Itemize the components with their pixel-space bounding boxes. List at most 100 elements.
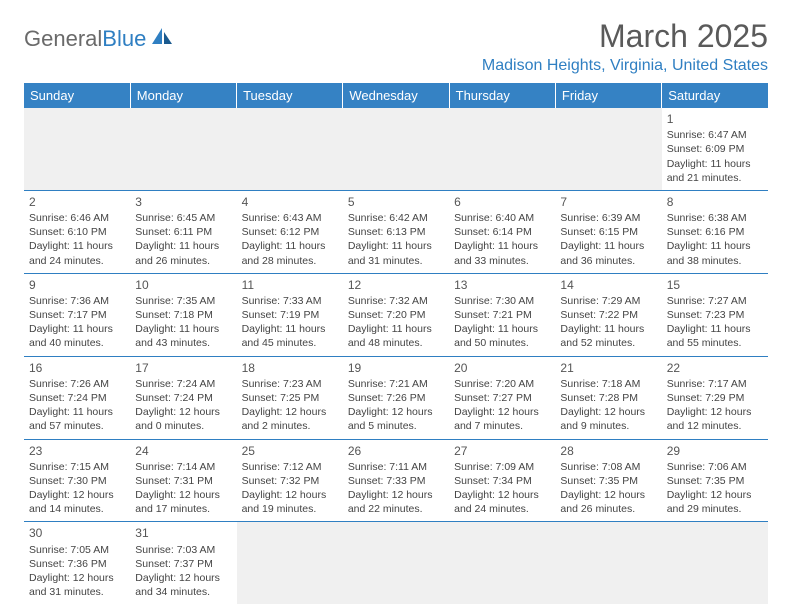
sunrise-text: Sunrise: 6:47 AM [667,128,763,142]
sunset-text: Sunset: 6:16 PM [667,225,763,239]
day-number: 27 [454,443,550,459]
day-number: 25 [242,443,338,459]
daylight-text: Daylight: 11 hours and 48 minutes. [348,322,444,350]
sunset-text: Sunset: 7:35 PM [667,474,763,488]
day-cell: 10Sunrise: 7:35 AMSunset: 7:18 PMDayligh… [130,273,236,356]
daylight-text: Daylight: 11 hours and 55 minutes. [667,322,763,350]
day-cell: 30Sunrise: 7:05 AMSunset: 7:36 PMDayligh… [24,522,130,604]
calendar-row: 30Sunrise: 7:05 AMSunset: 7:36 PMDayligh… [24,522,768,604]
day-number: 22 [667,360,763,376]
sunrise-text: Sunrise: 6:42 AM [348,211,444,225]
calendar-row: 9Sunrise: 7:36 AMSunset: 7:17 PMDaylight… [24,273,768,356]
sail-icon [150,26,176,52]
header: GeneralBlue March 2025 Madison Heights, … [24,18,768,75]
daylight-text: Daylight: 11 hours and 38 minutes. [667,239,763,267]
day-number: 20 [454,360,550,376]
sunrise-text: Sunrise: 7:06 AM [667,460,763,474]
empty-cell [449,108,555,190]
daylight-text: Daylight: 12 hours and 5 minutes. [348,405,444,433]
sunrise-text: Sunrise: 6:45 AM [135,211,231,225]
sunset-text: Sunset: 7:25 PM [242,391,338,405]
calendar-row: 1Sunrise: 6:47 AMSunset: 6:09 PMDaylight… [24,108,768,190]
empty-cell [449,522,555,604]
daylight-text: Daylight: 12 hours and 17 minutes. [135,488,231,516]
day-number: 24 [135,443,231,459]
daylight-text: Daylight: 12 hours and 9 minutes. [560,405,656,433]
daylight-text: Daylight: 11 hours and 33 minutes. [454,239,550,267]
logo-text-gray: General [24,26,102,52]
location: Madison Heights, Virginia, United States [482,57,768,75]
day-cell: 24Sunrise: 7:14 AMSunset: 7:31 PMDayligh… [130,439,236,522]
sunrise-text: Sunrise: 7:08 AM [560,460,656,474]
day-cell: 20Sunrise: 7:20 AMSunset: 7:27 PMDayligh… [449,356,555,439]
day-cell: 9Sunrise: 7:36 AMSunset: 7:17 PMDaylight… [24,273,130,356]
day-cell: 5Sunrise: 6:42 AMSunset: 6:13 PMDaylight… [343,190,449,273]
sunrise-text: Sunrise: 7:18 AM [560,377,656,391]
day-cell: 21Sunrise: 7:18 AMSunset: 7:28 PMDayligh… [555,356,661,439]
sunset-text: Sunset: 6:13 PM [348,225,444,239]
day-number: 31 [135,525,231,541]
day-number: 2 [29,194,125,210]
day-number: 16 [29,360,125,376]
empty-cell [343,522,449,604]
day-number: 14 [560,277,656,293]
daylight-text: Daylight: 12 hours and 14 minutes. [29,488,125,516]
day-number: 12 [348,277,444,293]
daylight-text: Daylight: 12 hours and 2 minutes. [242,405,338,433]
sunset-text: Sunset: 6:11 PM [135,225,231,239]
sunset-text: Sunset: 7:28 PM [560,391,656,405]
daylight-text: Daylight: 11 hours and 21 minutes. [667,157,763,185]
sunset-text: Sunset: 7:35 PM [560,474,656,488]
day-header: Monday [130,83,236,108]
sunrise-text: Sunrise: 7:23 AM [242,377,338,391]
sunrise-text: Sunrise: 7:20 AM [454,377,550,391]
day-number: 9 [29,277,125,293]
day-header-row: SundayMondayTuesdayWednesdayThursdayFrid… [24,83,768,108]
sunset-text: Sunset: 6:09 PM [667,142,763,156]
day-cell: 25Sunrise: 7:12 AMSunset: 7:32 PMDayligh… [237,439,343,522]
day-cell: 18Sunrise: 7:23 AMSunset: 7:25 PMDayligh… [237,356,343,439]
daylight-text: Daylight: 11 hours and 43 minutes. [135,322,231,350]
daylight-text: Daylight: 11 hours and 31 minutes. [348,239,444,267]
sunset-text: Sunset: 7:32 PM [242,474,338,488]
sunrise-text: Sunrise: 6:43 AM [242,211,338,225]
sunrise-text: Sunrise: 7:29 AM [560,294,656,308]
day-number: 13 [454,277,550,293]
day-cell: 26Sunrise: 7:11 AMSunset: 7:33 PMDayligh… [343,439,449,522]
daylight-text: Daylight: 12 hours and 29 minutes. [667,488,763,516]
sunrise-text: Sunrise: 6:46 AM [29,211,125,225]
daylight-text: Daylight: 12 hours and 31 minutes. [29,571,125,599]
day-cell: 15Sunrise: 7:27 AMSunset: 7:23 PMDayligh… [662,273,768,356]
daylight-text: Daylight: 12 hours and 7 minutes. [454,405,550,433]
calendar-row: 2Sunrise: 6:46 AMSunset: 6:10 PM Daylight… [24,190,768,273]
day-cell: 2Sunrise: 6:46 AMSunset: 6:10 PMDaylight… [24,190,130,273]
sunset-text: Sunset: 7:24 PM [29,391,125,405]
day-cell: 28Sunrise: 7:08 AMSunset: 7:35 PMDayligh… [555,439,661,522]
sunset-text: Sunset: 7:29 PM [667,391,763,405]
calendar-row: 16Sunrise: 7:26 AMSunset: 7:24 PMDayligh… [24,356,768,439]
sunset-text: Sunset: 7:26 PM [348,391,444,405]
day-number: 15 [667,277,763,293]
day-cell: 16Sunrise: 7:26 AMSunset: 7:24 PMDayligh… [24,356,130,439]
empty-cell [555,522,661,604]
day-cell: 4Sunrise: 6:43 AMSunset: 6:12 PMDaylight… [237,190,343,273]
daylight-text: Daylight: 12 hours and 26 minutes. [560,488,656,516]
day-number: 26 [348,443,444,459]
daylight-text: Daylight: 12 hours and 0 minutes. [135,405,231,433]
daylight-text: Daylight: 12 hours and 24 minutes. [454,488,550,516]
sunset-text: Sunset: 7:19 PM [242,308,338,322]
daylight-text: Daylight: 11 hours and 52 minutes. [560,322,656,350]
calendar-row: 23Sunrise: 7:15 AMSunset: 7:30 PMDayligh… [24,439,768,522]
sunset-text: Sunset: 7:24 PM [135,391,231,405]
sunrise-text: Sunrise: 7:33 AM [242,294,338,308]
sunrise-text: Sunrise: 7:36 AM [29,294,125,308]
day-cell: 11Sunrise: 7:33 AMSunset: 7:19 PMDayligh… [237,273,343,356]
day-cell: 19Sunrise: 7:21 AMSunset: 7:26 PMDayligh… [343,356,449,439]
day-number: 17 [135,360,231,376]
day-cell: 12Sunrise: 7:32 AMSunset: 7:20 PMDayligh… [343,273,449,356]
day-cell: 6Sunrise: 6:40 AMSunset: 6:14 PMDaylight… [449,190,555,273]
day-header: Thursday [449,83,555,108]
day-header: Wednesday [343,83,449,108]
day-number: 21 [560,360,656,376]
sunset-text: Sunset: 6:10 PM [29,225,125,239]
